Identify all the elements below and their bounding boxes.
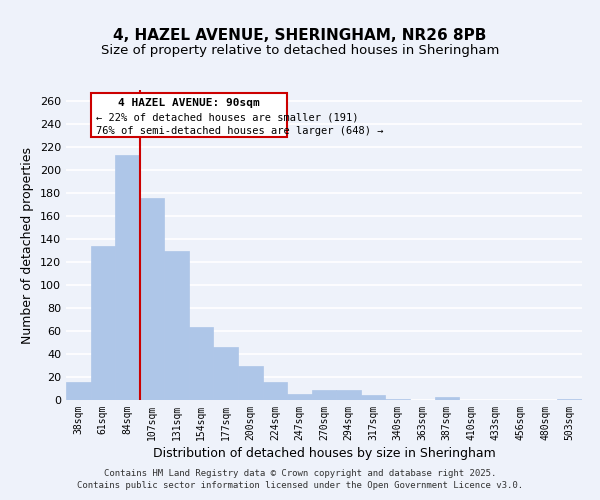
Bar <box>214 347 238 400</box>
Bar <box>385 399 410 400</box>
X-axis label: Distribution of detached houses by size in Sheringham: Distribution of detached houses by size … <box>152 447 496 460</box>
Bar <box>115 156 140 400</box>
Bar <box>140 198 164 400</box>
Bar <box>312 390 336 400</box>
Bar <box>557 399 582 400</box>
Text: Contains public sector information licensed under the Open Government Licence v3: Contains public sector information licen… <box>77 480 523 490</box>
Bar <box>238 366 263 400</box>
Bar <box>66 382 91 400</box>
Text: Contains HM Land Registry data © Crown copyright and database right 2025.: Contains HM Land Registry data © Crown c… <box>104 469 496 478</box>
Bar <box>434 396 459 400</box>
FancyBboxPatch shape <box>91 94 287 137</box>
Text: 76% of semi-detached houses are larger (648) →: 76% of semi-detached houses are larger (… <box>96 126 383 136</box>
Bar <box>361 396 385 400</box>
Text: Size of property relative to detached houses in Sheringham: Size of property relative to detached ho… <box>101 44 499 57</box>
Bar <box>263 382 287 400</box>
Text: 4, HAZEL AVENUE, SHERINGHAM, NR26 8PB: 4, HAZEL AVENUE, SHERINGHAM, NR26 8PB <box>113 28 487 42</box>
Y-axis label: Number of detached properties: Number of detached properties <box>22 146 34 344</box>
Bar <box>336 390 361 400</box>
Bar <box>91 246 115 400</box>
Bar <box>287 394 312 400</box>
Text: 4 HAZEL AVENUE: 90sqm: 4 HAZEL AVENUE: 90sqm <box>118 98 260 108</box>
Bar <box>164 250 189 400</box>
Text: ← 22% of detached houses are smaller (191): ← 22% of detached houses are smaller (19… <box>96 112 358 122</box>
Bar <box>189 326 214 400</box>
